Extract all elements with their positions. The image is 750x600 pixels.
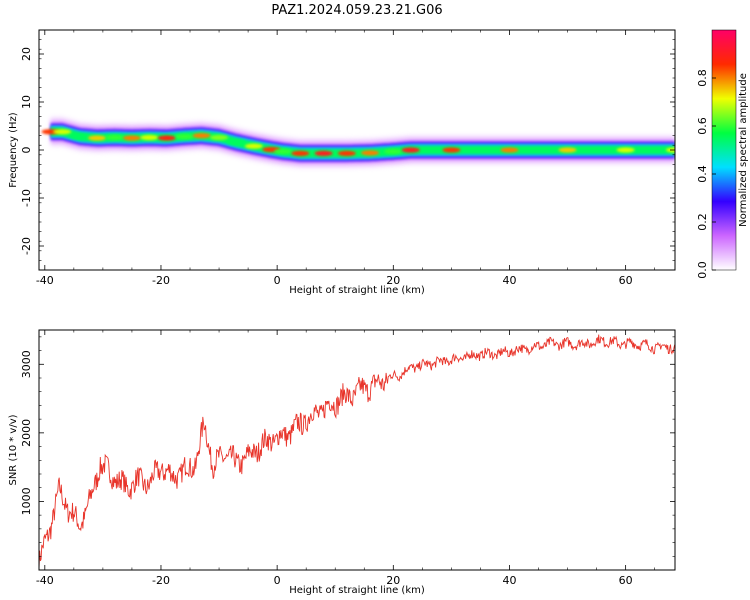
spectrogram-peak	[616, 147, 635, 153]
snr-xtick-label: 20	[386, 574, 400, 587]
snr-xtick-label: -40	[36, 574, 54, 587]
spectrogram-peak	[70, 133, 89, 140]
spectrogram-peak	[273, 148, 292, 155]
spectrogram-peak	[122, 135, 141, 141]
figure-title: PAZ1.2024.059.23.21.G06	[271, 3, 442, 18]
spectrogram-xtick-label: 0	[274, 274, 281, 287]
spectrogram-peak	[88, 135, 107, 141]
spectrogram-peak	[558, 147, 577, 153]
colorbar-tick-label: 0.4	[696, 165, 709, 183]
snr-xtick-label: 60	[619, 574, 633, 587]
spectrogram-ylabel: Frequency (Hz)	[8, 112, 19, 188]
snr-ytick-label: 2000	[20, 419, 33, 447]
snr-plot-area	[39, 334, 675, 569]
snr-ytick-label: 1000	[20, 487, 33, 515]
snr-ticks: -40 -20 0 20 40 60 1000 2000 3000	[20, 330, 675, 587]
colorbar-gradient	[711, 29, 737, 271]
spectrogram-ytick-label: 10	[20, 95, 33, 109]
spectrogram-peak	[140, 134, 159, 141]
snr-xtick-label: 0	[274, 574, 281, 587]
spectrogram-plot-area	[41, 116, 675, 169]
spectrogram-ytick-label: 20	[20, 47, 33, 61]
spectrogram-peak	[384, 148, 403, 155]
spectrogram-ytick-label: -20	[20, 237, 33, 255]
spectrogram-xtick-label: 60	[619, 274, 633, 287]
spectrogram-peak	[244, 143, 263, 149]
spectrogram-peak	[53, 129, 72, 135]
spectrogram-peak	[210, 134, 229, 141]
snr-frame	[38, 329, 676, 571]
spectrogram-peak	[157, 135, 176, 141]
snr-xtick-label: -20	[152, 574, 170, 587]
snr-panel: -40 -20 0 20 40 60 1000 2000 3000 Height of stra…	[8, 329, 676, 596]
colorbar-tick-label: 0.6	[696, 117, 709, 135]
spectrogram-peak	[175, 133, 194, 140]
spectrogram-peak	[227, 139, 246, 145]
snr-xtick-label: 40	[502, 574, 516, 587]
colorbar-label: Normalized spectral amplitude	[738, 73, 749, 227]
snr-xlabel: Height of straight line (km)	[289, 585, 425, 596]
snr-ylabel: SNR (10 * v/v)	[8, 414, 19, 485]
snr-series-line	[39, 334, 675, 569]
snr-ytick-label: 3000	[20, 350, 33, 378]
spectrogram-xtick-label: -20	[152, 274, 170, 287]
spectrogram-xtick-label: 40	[502, 274, 516, 287]
spectrogram-ytick-label: -10	[20, 189, 33, 207]
colorbar-tick-label: 0.8	[696, 69, 709, 87]
spectrogram-ytick-label: 0	[20, 147, 33, 154]
colorbar: 0.0 0.2 0.4 0.6 0.8 Normalized spectral ampl…	[696, 29, 749, 279]
spectrogram-peak	[192, 133, 211, 139]
colorbar-tick-label: 0.2	[696, 213, 709, 231]
spectrogram-peak	[337, 150, 356, 156]
spectrogram-xtick-label: 20	[386, 274, 400, 287]
spectrogram-ticks: -40 -20 0 20 40 60 -20 -10 0 10 20	[20, 29, 675, 287]
colorbar-ticks: 0.0 0.2 0.4 0.6 0.8	[696, 69, 716, 279]
spectrogram-peak	[361, 150, 380, 156]
spectrogram-xlabel: Height of straight line (km)	[289, 285, 425, 296]
spectrogram-panel: -40 -20 0 20 40 60 -20 -10 0 10 20 Height of strai…	[8, 29, 676, 296]
spectrogram-peak	[500, 147, 519, 153]
spectrogram-peak	[314, 150, 333, 156]
spectrogram-peak	[105, 134, 124, 141]
colorbar-tick-label: 0.0	[696, 261, 709, 279]
spectrogram-xtick-label: -40	[36, 274, 54, 287]
spectrogram-peak	[291, 150, 310, 156]
